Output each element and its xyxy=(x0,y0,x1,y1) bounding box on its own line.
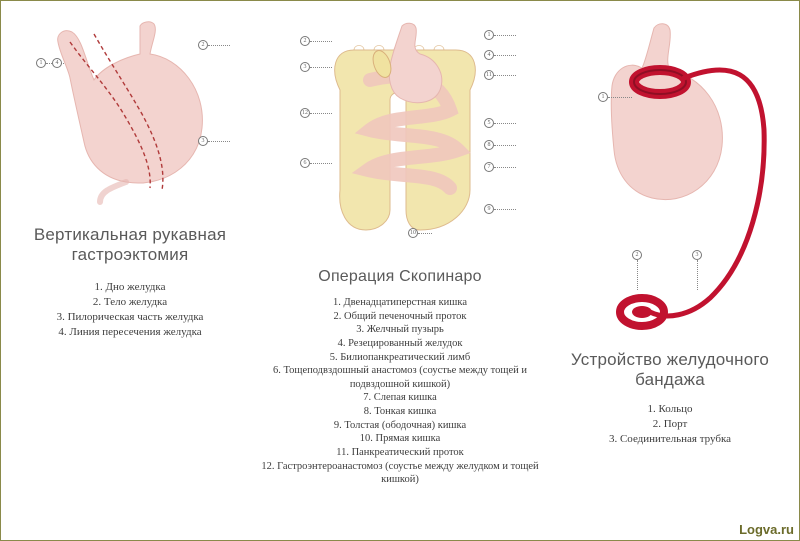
callout-number: 3 xyxy=(198,136,208,146)
legend-item: 6. Тощеподвздошный анастомоз (соустье ме… xyxy=(260,364,540,391)
legend-item: 10. Прямая кишка xyxy=(260,432,540,446)
panel-title: Устройство желудочного бандажа xyxy=(560,350,780,389)
legend-item: 2. Общий печеночный проток xyxy=(260,310,540,324)
callout-number: 7 xyxy=(484,162,494,172)
callout-marker: 7 xyxy=(484,162,516,172)
callout-number: 4 xyxy=(484,50,494,60)
callout-number: 6 xyxy=(300,158,310,168)
callout-number: 4 xyxy=(52,58,62,68)
callout-number: 1 xyxy=(36,58,46,68)
callout-number: 9 xyxy=(484,204,494,214)
panel-sleeve-gastrectomy: Вертикальная рукавная гастроэктомия 1. Д… xyxy=(0,0,260,541)
legend-item: 1. Кольцо xyxy=(560,402,780,417)
callout-leader xyxy=(494,55,516,56)
legend-item: 8. Тонкая кишка xyxy=(260,405,540,419)
callout-number: 1 xyxy=(598,92,608,102)
legend-item: 1. Двенадцатиперстная кишка xyxy=(260,296,540,310)
callout-marker: 1 xyxy=(484,30,516,40)
gastric-band-illustration xyxy=(580,20,780,340)
callout-leader xyxy=(494,145,516,146)
panel-title: Операция Скопинаро xyxy=(280,268,520,286)
callout-number: 2 xyxy=(300,36,310,46)
legend-item: 7. Слепая кишка xyxy=(260,391,540,405)
callout-marker: 2 xyxy=(300,36,332,46)
callout-number: 8 xyxy=(484,140,494,150)
legend-item: 3. Пилорическая часть желудка xyxy=(10,310,250,325)
callout-marker: 3 xyxy=(300,62,332,72)
callout-marker: 10 xyxy=(408,228,432,238)
callout-leader xyxy=(494,123,516,124)
panel-legend: 1. Дно желудка 2. Тело желудка 3. Пилори… xyxy=(10,280,250,339)
callout-leader xyxy=(310,67,332,68)
legend-item: 9. Толстая (ободочная) кишка xyxy=(260,419,540,433)
callout-leader xyxy=(494,167,516,168)
callout-number: 2 xyxy=(198,40,208,50)
callout-number: 3 xyxy=(300,62,310,72)
callout-leader xyxy=(494,35,516,36)
callout-leader xyxy=(310,41,332,42)
legend-item: 1. Дно желудка xyxy=(10,280,250,295)
panel-scopinaro: Операция Скопинаро 1. Двенадцатиперстная… xyxy=(260,0,540,541)
panel-title: Вертикальная рукавная гастроэктомия xyxy=(10,225,250,264)
callout-marker: 11 xyxy=(484,70,516,80)
callout-number: 2 xyxy=(632,250,642,260)
callout-marker: 9 xyxy=(484,204,516,214)
callout-leader xyxy=(608,97,632,98)
callout-marker: 12 xyxy=(300,108,332,118)
legend-item: 5. Билиопанкреатический лимб xyxy=(260,351,540,365)
legend-item: 2. Тело желудка xyxy=(10,295,250,310)
callout-number: 5 xyxy=(484,118,494,128)
callout-leader xyxy=(310,163,332,164)
callout-leader xyxy=(310,113,332,114)
callout-marker: 3 xyxy=(198,136,230,146)
callout-leader xyxy=(494,75,516,76)
callout-number: 12 xyxy=(300,108,310,118)
callout-leader xyxy=(697,260,698,290)
callout-number: 1 xyxy=(484,30,494,40)
legend-item: 12. Гастроэнтероанастомоз (соустье между… xyxy=(260,460,540,487)
callout-marker: 3 xyxy=(692,250,702,290)
callout-leader xyxy=(418,233,432,234)
panel-gastric-band: Устройство желудочного бандажа 1. Кольцо… xyxy=(540,0,800,541)
callout-leader xyxy=(637,260,638,290)
scopinaro-illustration xyxy=(310,20,500,250)
callout-leader xyxy=(208,141,230,142)
panel-legend: 1. Двенадцатиперстная кишка 2. Общий печ… xyxy=(260,296,540,487)
callout-marker: 1 xyxy=(598,92,632,102)
callout-marker: 2 xyxy=(632,250,642,290)
callout-marker: 6 xyxy=(300,158,332,168)
callout-leader xyxy=(494,209,516,210)
callout-marker: 5 xyxy=(484,118,516,128)
callout-number: 3 xyxy=(692,250,702,260)
legend-item: 4. Линия пересечения желудка xyxy=(10,325,250,340)
callout-number: 10 xyxy=(408,228,418,238)
callout-marker: 8 xyxy=(484,140,516,150)
callout-marker: 2 xyxy=(198,40,230,50)
legend-item: 11. Панкреатический проток xyxy=(260,446,540,460)
legend-item: 3. Соединительная трубка xyxy=(560,432,780,447)
callout-marker: 4 xyxy=(484,50,516,60)
legend-item: 3. Желчный пузырь xyxy=(260,323,540,337)
callout-number: 11 xyxy=(484,70,494,80)
legend-item: 4. Резецированный желудок xyxy=(260,337,540,351)
callout-marker: 4 xyxy=(52,58,62,68)
panel-legend: 1. Кольцо 2. Порт 3. Соединительная труб… xyxy=(560,402,780,447)
watermark: Logva.ru xyxy=(739,522,794,537)
legend-item: 2. Порт xyxy=(560,417,780,432)
callout-leader xyxy=(208,45,230,46)
